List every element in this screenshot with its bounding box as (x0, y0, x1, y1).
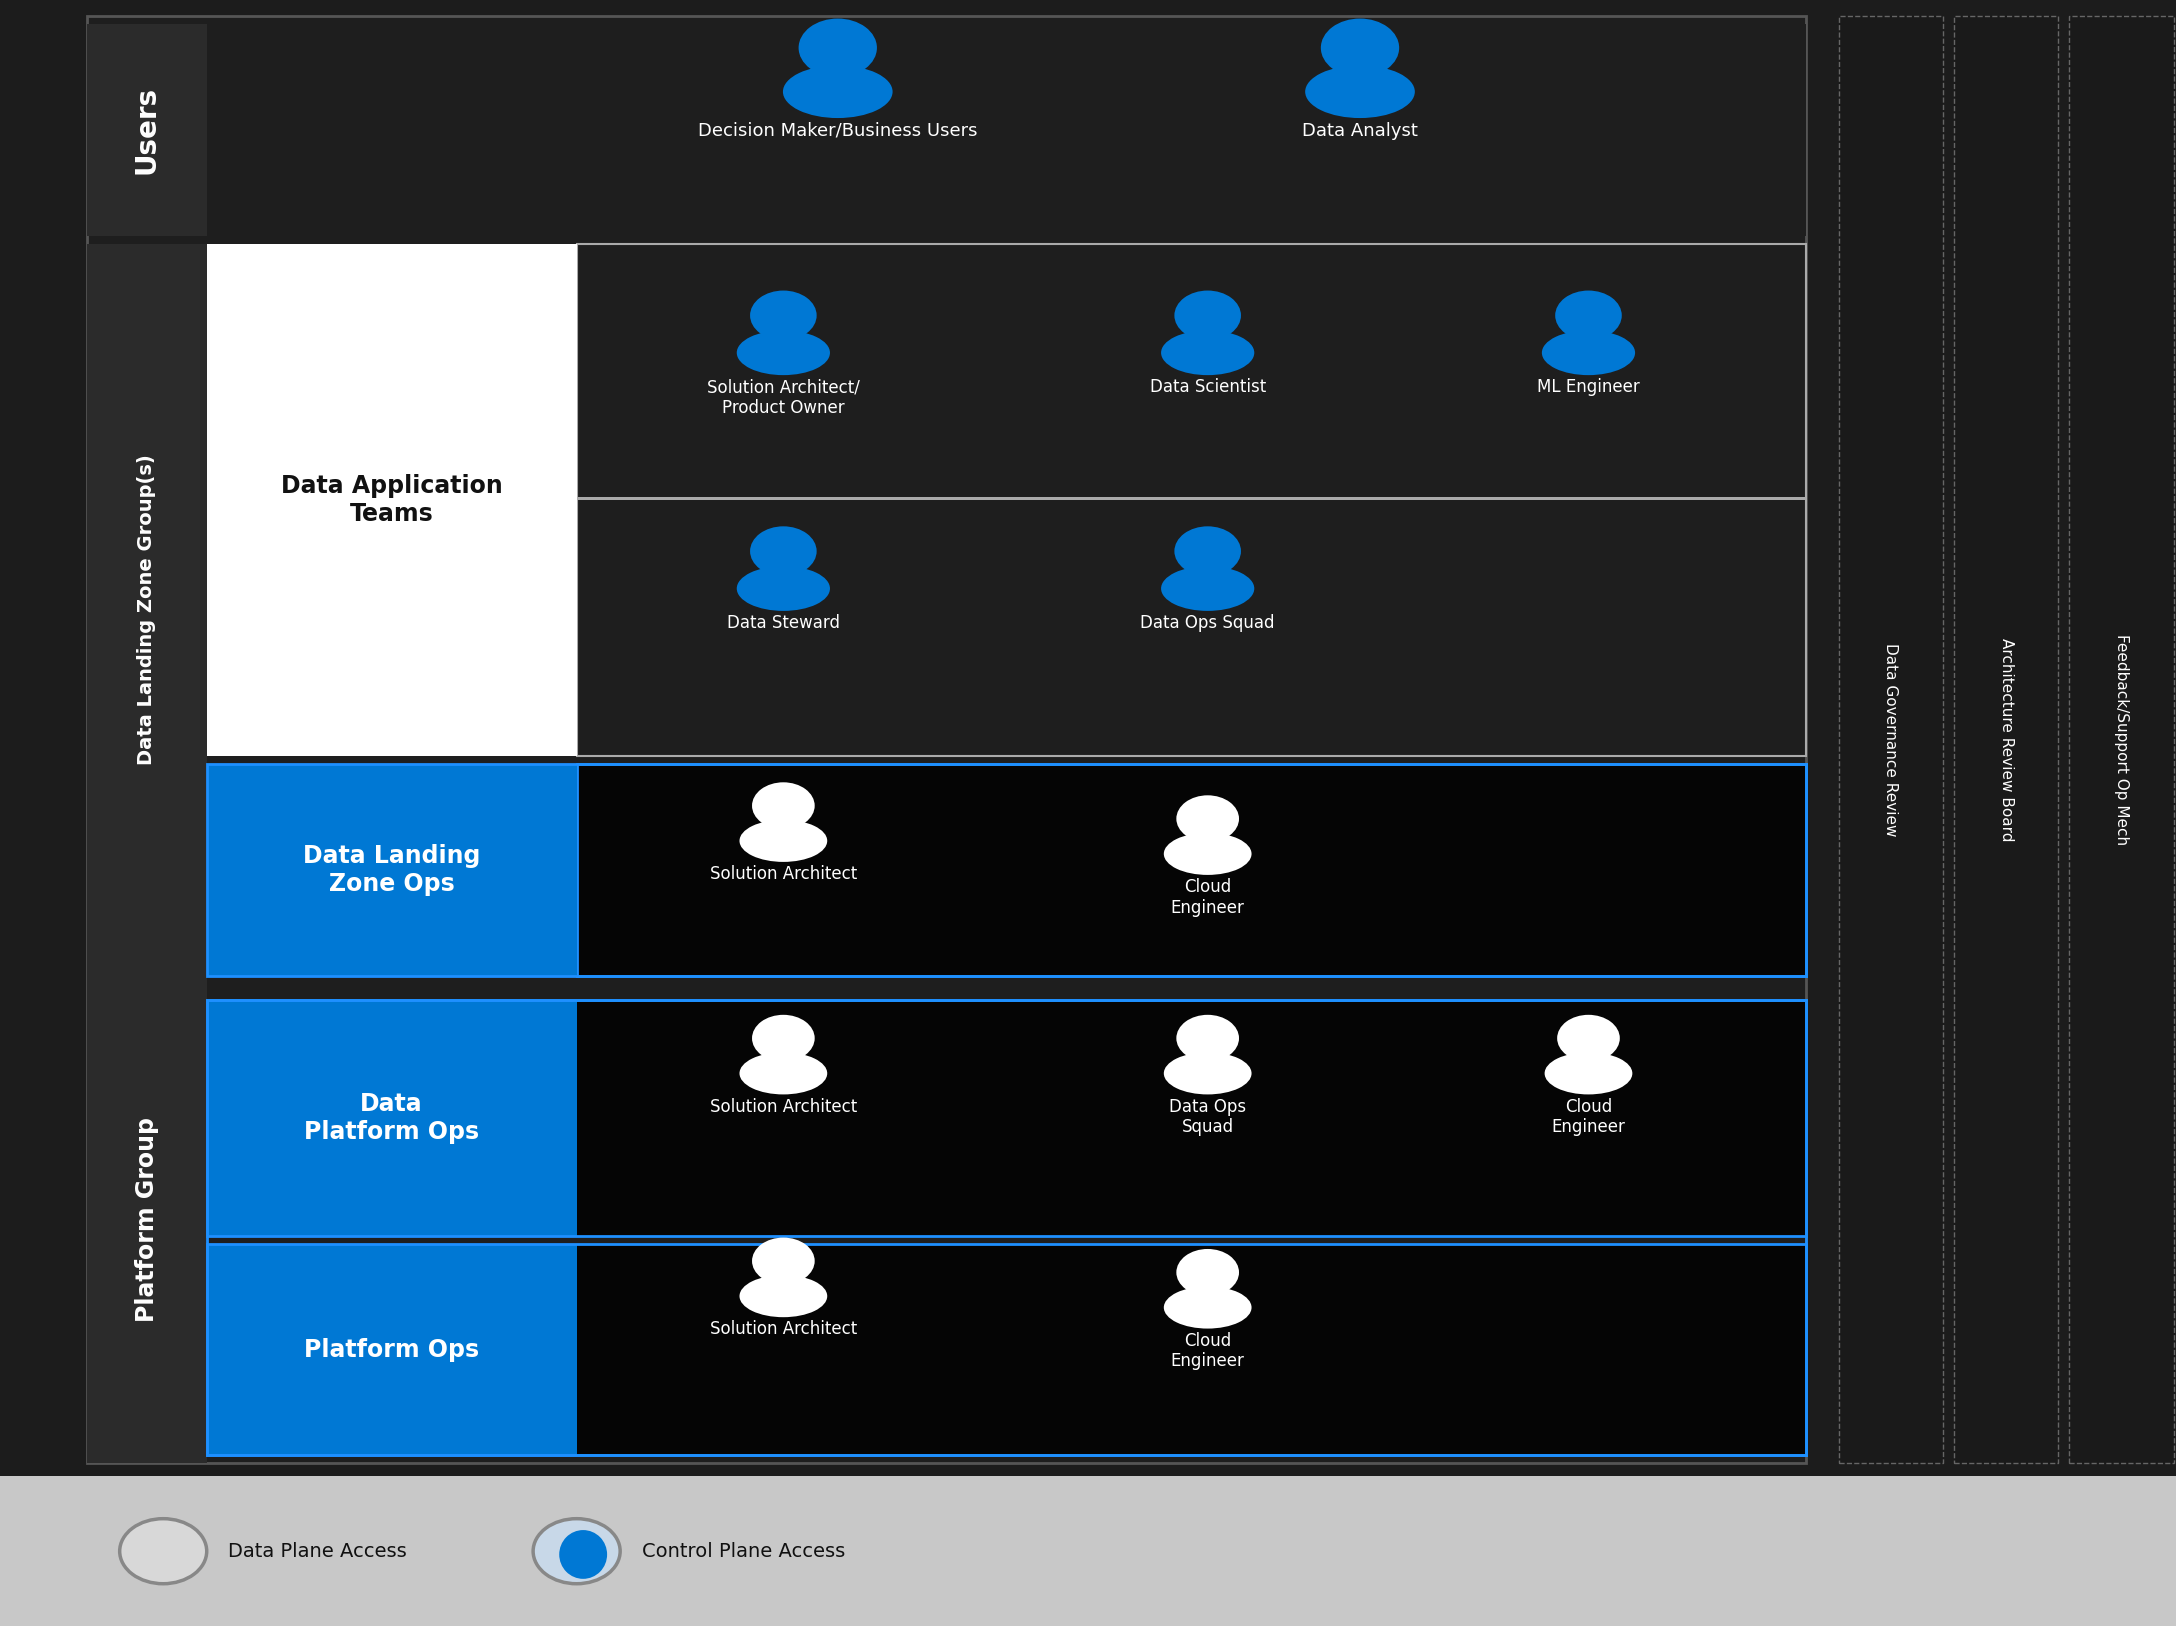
Text: Cloud
Engineer: Cloud Engineer (1171, 878, 1245, 917)
Text: Data Scientist: Data Scientist (1149, 379, 1266, 397)
Text: Users: Users (133, 86, 161, 174)
Text: Data Governance Review: Data Governance Review (1884, 642, 1897, 837)
Circle shape (751, 291, 816, 340)
Text: Data Steward: Data Steward (727, 615, 840, 633)
Bar (1839, 16, 1943, 1463)
Bar (577, 764, 1806, 976)
Text: Data
Platform Ops: Data Platform Ops (305, 1093, 479, 1143)
Ellipse shape (1164, 1052, 1251, 1094)
Bar (2069, 16, 2174, 1463)
Bar (772, 1042, 794, 1062)
Circle shape (1177, 795, 1238, 842)
Bar (825, 54, 851, 76)
Circle shape (1177, 1015, 1238, 1062)
Bar (577, 498, 1806, 501)
Circle shape (1558, 1015, 1619, 1062)
Circle shape (120, 1519, 207, 1584)
Bar (1839, 16, 1943, 1463)
Circle shape (1175, 527, 1240, 576)
Bar (1578, 1042, 1599, 1062)
Bar (87, 24, 207, 236)
Ellipse shape (1162, 330, 1253, 376)
Text: Solution Architect: Solution Architect (709, 1098, 857, 1115)
Text: Feedback/Support Op Mech: Feedback/Support Op Mech (2115, 634, 2128, 846)
Bar (87, 244, 207, 976)
Bar (0, 1476, 2176, 1626)
Text: Data Landing Zone Group(s): Data Landing Zone Group(s) (137, 454, 157, 766)
Text: Solution Architect: Solution Architect (709, 1320, 857, 1338)
Bar (207, 1000, 1806, 1455)
Bar (577, 244, 1806, 756)
Bar (207, 1244, 1806, 1455)
Circle shape (751, 527, 816, 576)
Text: Control Plane Access: Control Plane Access (642, 1541, 844, 1561)
Ellipse shape (1162, 566, 1253, 611)
Text: Data Application
Teams: Data Application Teams (281, 475, 503, 525)
Text: Data Ops
Squad: Data Ops Squad (1169, 1098, 1247, 1137)
Bar (1954, 16, 2058, 1463)
Bar (577, 1244, 1806, 1455)
Bar (1197, 1276, 1219, 1296)
Circle shape (533, 1519, 620, 1584)
Bar (1578, 320, 1599, 340)
Text: Data Ops Squad: Data Ops Squad (1140, 615, 1275, 633)
Circle shape (1175, 291, 1240, 340)
Bar (772, 320, 794, 340)
Ellipse shape (738, 330, 829, 376)
Text: Cloud
Engineer: Cloud Engineer (1551, 1098, 1625, 1137)
Bar (772, 1265, 794, 1285)
Circle shape (753, 782, 814, 829)
Text: Cloud
Engineer: Cloud Engineer (1171, 1332, 1245, 1371)
Ellipse shape (740, 820, 827, 862)
Ellipse shape (1306, 65, 1414, 119)
Bar (577, 1000, 1806, 1236)
Bar (1197, 823, 1219, 842)
Bar (207, 1244, 577, 1455)
Text: Platform Ops: Platform Ops (305, 1338, 479, 1361)
Text: ML Engineer: ML Engineer (1536, 379, 1641, 397)
Ellipse shape (740, 1052, 827, 1094)
Ellipse shape (1164, 1286, 1251, 1328)
Circle shape (753, 1237, 814, 1285)
Text: Data Analyst: Data Analyst (1301, 122, 1419, 140)
Bar (207, 1000, 577, 1236)
Bar (1197, 1042, 1219, 1062)
Ellipse shape (559, 1530, 607, 1579)
Ellipse shape (783, 65, 892, 119)
Bar (87, 16, 1806, 1463)
Text: Architecture Review Board: Architecture Review Board (2000, 637, 2013, 842)
Circle shape (1177, 1249, 1238, 1296)
Bar (207, 24, 1806, 236)
Bar (2069, 16, 2174, 1463)
Bar (1197, 320, 1219, 340)
Circle shape (1321, 18, 1399, 76)
Text: Decision Maker/Business Users: Decision Maker/Business Users (698, 122, 977, 140)
Text: Data Landing
Zone Ops: Data Landing Zone Ops (302, 844, 481, 896)
Bar (1197, 556, 1219, 576)
Bar (87, 976, 207, 1463)
Text: Platform Group: Platform Group (135, 1117, 159, 1322)
Ellipse shape (1543, 330, 1634, 376)
Circle shape (1556, 291, 1621, 340)
Bar (1347, 54, 1373, 76)
Circle shape (799, 18, 877, 76)
Ellipse shape (1545, 1052, 1632, 1094)
Bar (207, 244, 577, 756)
Ellipse shape (738, 566, 829, 611)
Bar (207, 764, 577, 976)
Text: Data Plane Access: Data Plane Access (228, 1541, 407, 1561)
Bar (772, 556, 794, 576)
Bar (207, 764, 1806, 976)
Circle shape (753, 1015, 814, 1062)
Ellipse shape (1164, 833, 1251, 875)
Ellipse shape (740, 1275, 827, 1317)
Text: Solution Architect: Solution Architect (709, 865, 857, 883)
Bar (207, 1000, 1806, 1236)
Text: Solution Architect/
Product Owner: Solution Architect/ Product Owner (707, 379, 860, 418)
Bar (772, 810, 794, 829)
Bar (1954, 16, 2058, 1463)
